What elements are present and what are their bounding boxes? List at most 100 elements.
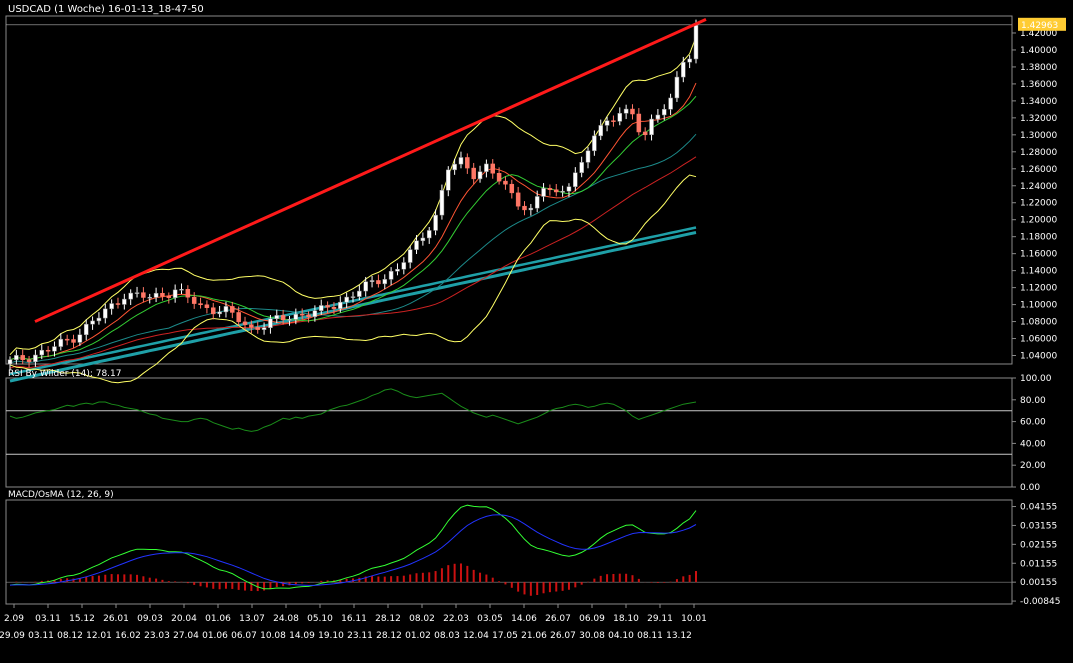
candle-body bbox=[52, 346, 57, 352]
price-panel bbox=[5, 15, 1013, 365]
candle-body bbox=[77, 334, 83, 343]
x-tick-label-top: 15.12 bbox=[69, 614, 95, 624]
x-tick-label-top: 09.03 bbox=[137, 614, 163, 624]
rsi-line bbox=[9, 388, 697, 432]
x-tick-label-bottom: 12.01 bbox=[86, 631, 112, 641]
candle-body bbox=[541, 188, 546, 197]
candle-body bbox=[446, 169, 451, 191]
candle-body bbox=[560, 190, 565, 193]
candle-body bbox=[369, 280, 375, 282]
macd-tick-label: 0.00155 bbox=[1020, 578, 1057, 588]
price-tick-label: 1.12000 bbox=[1020, 284, 1057, 294]
candle-body bbox=[191, 296, 197, 304]
price-tick-label: 1.20000 bbox=[1020, 216, 1057, 226]
candle-body bbox=[14, 355, 19, 361]
candle-body bbox=[350, 296, 356, 298]
price-tick-label: 1.24000 bbox=[1020, 182, 1057, 192]
rsi-tick-label: 80.00 bbox=[1020, 396, 1046, 406]
candle-body bbox=[579, 162, 584, 173]
candle-body bbox=[338, 301, 343, 309]
candle-body bbox=[433, 214, 438, 231]
candle-body bbox=[509, 183, 515, 194]
candle-body bbox=[585, 150, 591, 163]
x-tick-label-bottom: 08.12 bbox=[57, 631, 83, 641]
price-tick-label: 1.42000 bbox=[1020, 29, 1057, 39]
x-tick-label-top: 03.11 bbox=[35, 614, 61, 624]
x-tick-label-top: 16.11 bbox=[341, 614, 367, 624]
candle-body bbox=[58, 338, 64, 347]
x-tick-label-top: 05.10 bbox=[307, 614, 333, 624]
candle-body bbox=[592, 135, 597, 152]
x-tick-label-top: 14.06 bbox=[511, 614, 537, 624]
x-tick-label-bottom: 29.09 bbox=[0, 631, 25, 641]
x-tick-label-bottom: 14.09 bbox=[289, 631, 315, 641]
x-tick-label-top: 26.01 bbox=[103, 614, 129, 624]
x-tick-label-bottom: 08.11 bbox=[637, 631, 663, 641]
x-tick-label-bottom: 03.11 bbox=[28, 631, 54, 641]
candle-body bbox=[39, 349, 45, 356]
candle-body bbox=[528, 207, 534, 211]
candle-body bbox=[261, 327, 267, 330]
candle-body bbox=[598, 125, 603, 137]
candle-body bbox=[668, 97, 673, 110]
macd-line bbox=[9, 504, 697, 590]
x-tick-label-top: 03.05 bbox=[477, 614, 503, 624]
candle-body bbox=[109, 303, 114, 310]
x-tick-label-top: 22.03 bbox=[443, 614, 469, 624]
candle-body bbox=[236, 312, 241, 323]
rsi-tick-label: 40.00 bbox=[1020, 439, 1046, 449]
price-tick-label: 1.06000 bbox=[1020, 335, 1057, 345]
x-tick-label-bottom: 01.06 bbox=[202, 631, 228, 641]
macd-title: MACD/OsMA (12, 26, 9) bbox=[8, 490, 114, 500]
candle-body bbox=[45, 349, 51, 352]
x-tick-label-bottom: 10.08 bbox=[260, 631, 286, 641]
candle-body bbox=[242, 321, 248, 325]
candle-body bbox=[147, 297, 152, 299]
macd-tick-label: 0.03155 bbox=[1020, 521, 1057, 531]
x-tick-label-top: 10.01 bbox=[681, 614, 707, 624]
candle-body bbox=[128, 292, 133, 300]
candle-body bbox=[630, 108, 635, 115]
x-tick-label-bottom: 30.08 bbox=[579, 631, 605, 641]
macd-panel bbox=[5, 499, 1013, 605]
rsi-tick-label: 100.00 bbox=[1020, 374, 1052, 384]
candle-body bbox=[452, 163, 457, 171]
candle-body bbox=[331, 306, 337, 309]
candle-body bbox=[90, 320, 95, 325]
price-tick-label: 1.10000 bbox=[1020, 301, 1057, 311]
candle-body bbox=[426, 230, 432, 239]
candle-body bbox=[7, 359, 13, 365]
candle-body bbox=[33, 354, 38, 363]
price-tick-label: 1.14000 bbox=[1020, 267, 1057, 277]
candle-body bbox=[198, 303, 203, 306]
signal-line bbox=[9, 514, 697, 586]
candle-body bbox=[649, 118, 654, 136]
candle-body bbox=[465, 157, 470, 169]
candle-body bbox=[306, 314, 311, 317]
x-tick-label-bottom: 04.10 bbox=[608, 631, 634, 641]
candle-body bbox=[661, 109, 667, 116]
candle-body bbox=[287, 319, 292, 321]
candle-body bbox=[642, 131, 648, 136]
x-tick-label-bottom: 19.10 bbox=[318, 631, 344, 641]
current-price-badge bbox=[1018, 17, 1066, 31]
x-tick-label-top: 01.06 bbox=[205, 614, 231, 624]
candle-body bbox=[249, 324, 254, 328]
x-tick-label-top: 26.07 bbox=[545, 614, 571, 624]
candle-body bbox=[611, 120, 616, 122]
candle-body bbox=[299, 313, 305, 316]
rsi-title: RSI By Wilder (14): 78.17 bbox=[8, 369, 122, 379]
x-tick-label-top: 06.09 bbox=[579, 614, 605, 624]
x-tick-label-bottom: 28.12 bbox=[376, 631, 402, 641]
candle-body bbox=[103, 308, 108, 319]
candle-body bbox=[534, 196, 540, 209]
x-tick-label-bottom: 06.07 bbox=[231, 631, 257, 641]
candle-body bbox=[179, 289, 184, 291]
candle-body bbox=[344, 296, 349, 303]
x-tick-label-bottom: 17.05 bbox=[492, 631, 518, 641]
ma-long-teal-1 bbox=[9, 231, 697, 383]
candle-body bbox=[515, 192, 521, 207]
x-tick-label-top: 18.10 bbox=[613, 614, 639, 624]
